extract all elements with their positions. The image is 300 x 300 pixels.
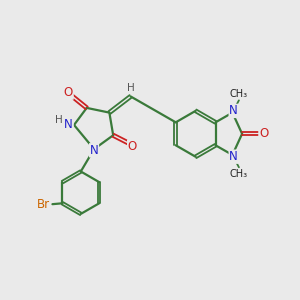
Text: N: N	[229, 104, 238, 117]
Text: CH₃: CH₃	[230, 89, 248, 99]
Text: CH₃: CH₃	[230, 169, 248, 179]
Text: Br: Br	[36, 198, 50, 211]
Text: N: N	[229, 150, 238, 163]
Text: O: O	[128, 140, 137, 153]
Text: H: H	[55, 115, 63, 125]
Text: N: N	[90, 144, 98, 157]
Text: O: O	[259, 127, 268, 140]
Text: H: H	[127, 83, 134, 93]
Text: O: O	[64, 86, 73, 99]
Text: N: N	[64, 118, 73, 131]
